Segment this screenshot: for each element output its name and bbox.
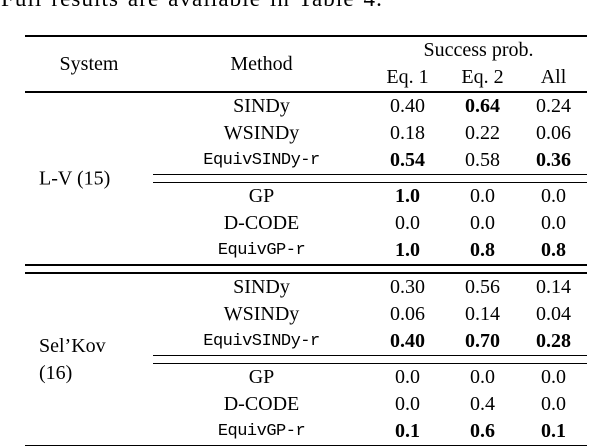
partial-double-rule — [153, 355, 587, 364]
value-cell: 0.40 — [390, 330, 425, 352]
value-cell: 0.4 — [470, 393, 495, 415]
value-cell: 0.54 — [390, 149, 425, 171]
system-label-selkov: Sel’Kov (16) — [39, 333, 106, 387]
col-header-success-prob: Success prob. — [423, 38, 534, 61]
value-cell: 1.0 — [395, 239, 420, 261]
intro-text-cutoff: Full results are available in Table 4. — [1, 0, 383, 12]
value-cell: 0.28 — [536, 330, 571, 352]
value-cell: 0.14 — [536, 276, 571, 298]
system-label-line: L-V (15) — [39, 167, 111, 189]
value-cell: 0.30 — [390, 276, 425, 298]
value-cell: 0.6 — [470, 420, 495, 442]
value-cell: 0.14 — [465, 303, 500, 325]
value-cell: 0.0 — [470, 366, 495, 388]
table-row: D-CODE 0.0 0.4 0.0 — [25, 391, 587, 418]
table-header: System Method Success prob. Eq. 1 Eq. 2 … — [25, 37, 587, 91]
value-cell: 0.0 — [395, 366, 420, 388]
method-cell: WSINDy — [223, 122, 300, 144]
col-header-eq2: Eq. 2 — [461, 65, 504, 88]
table-row: SINDy 0.40 0.64 0.24 — [25, 93, 587, 120]
method-cell: EquivGP-r — [217, 241, 306, 260]
block-separator-double-rule — [25, 264, 587, 274]
table-row: SINDy 0.30 0.56 0.14 — [25, 274, 587, 301]
value-cell: 0.58 — [465, 149, 500, 171]
col-header-all: All — [540, 65, 567, 88]
method-cell: EquivGP-r — [217, 422, 306, 441]
table-row: EquivGP-r 0.1 0.6 0.1 — [25, 418, 587, 445]
table-row: EquivGP-r 1.0 0.8 0.8 — [25, 237, 587, 264]
value-cell: 0.0 — [470, 185, 495, 207]
col-header-eq1: Eq. 1 — [386, 65, 429, 88]
value-cell: 0.40 — [390, 95, 425, 117]
value-cell: 0.0 — [541, 393, 566, 415]
value-cell: 0.04 — [536, 303, 571, 325]
value-cell: 0.0 — [470, 212, 495, 234]
table-row: WSINDy 0.18 0.22 0.06 — [25, 120, 587, 147]
value-cell: 0.1 — [395, 420, 420, 442]
table-row: GP 0.0 0.0 0.0 — [25, 364, 587, 391]
system-label-line: (16) — [39, 361, 73, 384]
col-header-method: Method — [230, 52, 293, 75]
block-selkov: Sel’Kov (16) SINDy 0.30 0.56 0.14 WSINDy… — [25, 274, 587, 445]
method-cell: WSINDy — [223, 303, 300, 325]
value-cell: 1.0 — [395, 185, 420, 207]
col-header-system: System — [59, 52, 119, 75]
method-cell: D-CODE — [223, 393, 300, 415]
method-cell: SINDy — [233, 95, 290, 117]
method-cell: D-CODE — [223, 212, 300, 234]
value-cell: 0.24 — [536, 95, 571, 117]
value-cell: 0.0 — [541, 185, 566, 207]
value-cell: 0.64 — [465, 95, 500, 117]
col-header-success-group: Success prob. Eq. 1 Eq. 2 All — [370, 37, 587, 91]
table-row: EquivSINDy-r 0.40 0.70 0.28 — [25, 328, 587, 355]
method-cell: EquivSINDy-r — [203, 151, 320, 170]
method-cell: SINDy — [233, 276, 290, 298]
col-subheaders: Eq. 1 Eq. 2 All — [370, 63, 587, 91]
value-cell: 0.70 — [465, 330, 500, 352]
value-cell: 0.06 — [390, 303, 425, 325]
value-cell: 0.0 — [395, 212, 420, 234]
value-cell: 0.1 — [541, 420, 566, 442]
system-label-line: Sel’Kov — [39, 334, 106, 357]
block-lv: L-V (15) SINDy 0.40 0.64 0.24 WSINDy 0.1… — [25, 93, 587, 264]
table-row: WSINDy 0.06 0.14 0.04 — [25, 301, 587, 328]
value-cell: 0.56 — [465, 276, 500, 298]
results-table: System Method Success prob. Eq. 1 Eq. 2 … — [25, 35, 587, 446]
table-row: GP 1.0 0.0 0.0 — [25, 183, 587, 210]
value-cell: 0.0 — [541, 212, 566, 234]
partial-double-rule — [153, 174, 587, 183]
table-row: EquivSINDy-r 0.54 0.58 0.36 — [25, 147, 587, 174]
value-cell: 0.8 — [541, 239, 566, 261]
value-cell: 0.0 — [541, 366, 566, 388]
value-cell: 0.18 — [390, 122, 425, 144]
value-cell: 0.36 — [536, 149, 571, 171]
table-row: D-CODE 0.0 0.0 0.0 — [25, 210, 587, 237]
table-top-rule — [25, 35, 587, 37]
value-cell: 0.8 — [470, 239, 495, 261]
value-cell: 0.0 — [395, 393, 420, 415]
method-cell: GP — [248, 366, 275, 388]
value-cell: 0.22 — [465, 122, 500, 144]
value-cell: 0.06 — [536, 122, 571, 144]
method-cell: GP — [248, 185, 275, 207]
header-bottom-rule — [25, 91, 587, 93]
system-label-lv: L-V (15) — [39, 165, 110, 192]
method-cell: EquivSINDy-r — [203, 332, 320, 351]
